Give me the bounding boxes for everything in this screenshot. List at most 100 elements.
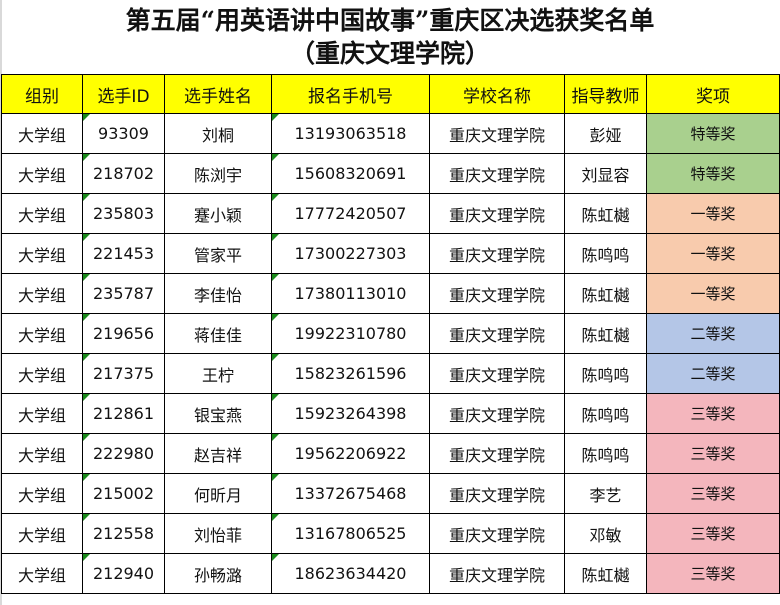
cell-phone[interactable]: 18623634420 <box>271 553 430 594</box>
cell-teacher[interactable]: 陈虹樾 <box>564 313 647 354</box>
cell-name[interactable]: 蒋佳佳 <box>164 313 272 354</box>
cell-id[interactable]: 235787 <box>82 273 165 314</box>
cell-group[interactable]: 大学组 <box>1 193 83 234</box>
cell-id[interactable]: 221453 <box>82 233 165 274</box>
header-cell-school[interactable]: 学校名称 <box>429 74 565 114</box>
cell-phone[interactable]: 15608320691 <box>271 153 430 194</box>
table-row: 大学组 217375 王柠 15823261596 重庆文理学院 陈鸣鸣 二等奖 <box>1 353 780 394</box>
table-row: 大学组 219656 蒋佳佳 19922310780 重庆文理学院 陈虹樾 二等奖 <box>1 313 780 354</box>
cell-group[interactable]: 大学组 <box>1 313 83 354</box>
header-cell-phone[interactable]: 报名手机号 <box>271 74 430 114</box>
cell-school[interactable]: 重庆文理学院 <box>429 313 565 354</box>
cell-teacher[interactable]: 邓敏 <box>564 513 647 554</box>
cell-phone[interactable]: 15823261596 <box>271 353 430 394</box>
header-cell-group[interactable]: 组别 <box>1 74 83 114</box>
cell-school[interactable]: 重庆文理学院 <box>429 553 565 594</box>
cell-award[interactable]: 二等奖 <box>646 353 780 394</box>
cell-id[interactable]: 212940 <box>82 553 165 594</box>
header-cell-award[interactable]: 奖项 <box>646 74 780 114</box>
cell-group[interactable]: 大学组 <box>1 513 83 554</box>
table-row: 大学组 221453 管家平 17300227303 重庆文理学院 陈鸣鸣 一等奖 <box>1 233 780 274</box>
cell-award[interactable]: 三等奖 <box>646 433 780 474</box>
cell-id[interactable]: 217375 <box>82 353 165 394</box>
award-table: 组别 选手ID 选手姓名 报名手机号 学校名称 指导教师 奖项 大学组 93309… <box>1 74 780 594</box>
cell-name[interactable]: 李佳怡 <box>164 273 272 314</box>
cell-id[interactable]: 212558 <box>82 513 165 554</box>
cell-teacher[interactable]: 陈鸣鸣 <box>564 233 647 274</box>
cell-name[interactable]: 赵吉祥 <box>164 433 272 474</box>
header-cell-name[interactable]: 选手姓名 <box>164 74 272 114</box>
table-row: 大学组 235787 李佳怡 17380113010 重庆文理学院 陈虹樾 一等奖 <box>1 273 780 314</box>
cell-award[interactable]: 三等奖 <box>646 553 780 594</box>
cell-award[interactable]: 特等奖 <box>646 113 780 154</box>
cell-name[interactable]: 王柠 <box>164 353 272 394</box>
cell-id[interactable]: 222980 <box>82 433 165 474</box>
cell-teacher[interactable]: 陈虹樾 <box>564 553 647 594</box>
title-line-2: （重庆文理学院） <box>289 39 490 68</box>
cell-teacher[interactable]: 陈鸣鸣 <box>564 393 647 434</box>
cell-school[interactable]: 重庆文理学院 <box>429 473 565 514</box>
cell-group[interactable]: 大学组 <box>1 233 83 274</box>
cell-group[interactable]: 大学组 <box>1 273 83 314</box>
cell-id[interactable]: 219656 <box>82 313 165 354</box>
cell-name[interactable]: 陈浏宇 <box>164 153 272 194</box>
cell-name[interactable]: 管家平 <box>164 233 272 274</box>
table-row: 大学组 93309 刘桐 13193063518 重庆文理学院 彭娅 特等奖 <box>1 113 780 154</box>
cell-phone[interactable]: 13193063518 <box>271 113 430 154</box>
cell-award[interactable]: 三等奖 <box>646 393 780 434</box>
cell-teacher[interactable]: 陈鸣鸣 <box>564 353 647 394</box>
cell-phone[interactable]: 17300227303 <box>271 233 430 274</box>
table-body: 大学组 93309 刘桐 13193063518 重庆文理学院 彭娅 特等奖 大学组 21870… <box>1 113 780 594</box>
cell-school[interactable]: 重庆文理学院 <box>429 233 565 274</box>
header-cell-teacher[interactable]: 指导教师 <box>564 74 647 114</box>
cell-school[interactable]: 重庆文理学院 <box>429 393 565 434</box>
cell-group[interactable]: 大学组 <box>1 353 83 394</box>
cell-award[interactable]: 一等奖 <box>646 193 780 234</box>
cell-id[interactable]: 212861 <box>82 393 165 434</box>
cell-school[interactable]: 重庆文理学院 <box>429 153 565 194</box>
cell-id[interactable]: 218702 <box>82 153 165 194</box>
cell-group[interactable]: 大学组 <box>1 113 83 154</box>
cell-id[interactable]: 235803 <box>82 193 165 234</box>
cell-id[interactable]: 215002 <box>82 473 165 514</box>
cell-teacher[interactable]: 李艺 <box>564 473 647 514</box>
cell-teacher[interactable]: 陈虹樾 <box>564 193 647 234</box>
cell-award[interactable]: 三等奖 <box>646 513 780 554</box>
cell-award[interactable]: 三等奖 <box>646 473 780 514</box>
cell-school[interactable]: 重庆文理学院 <box>429 353 565 394</box>
cell-name[interactable]: 蹇小颖 <box>164 193 272 234</box>
cell-name[interactable]: 银宝燕 <box>164 393 272 434</box>
cell-name[interactable]: 何昕月 <box>164 473 272 514</box>
cell-phone[interactable]: 19562206922 <box>271 433 430 474</box>
cell-teacher[interactable]: 陈鸣鸣 <box>564 433 647 474</box>
cell-phone[interactable]: 15923264398 <box>271 393 430 434</box>
cell-school[interactable]: 重庆文理学院 <box>429 513 565 554</box>
cell-name[interactable]: 刘桐 <box>164 113 272 154</box>
cell-school[interactable]: 重庆文理学院 <box>429 433 565 474</box>
cell-school[interactable]: 重庆文理学院 <box>429 113 565 154</box>
cell-teacher[interactable]: 彭娅 <box>564 113 647 154</box>
cell-phone[interactable]: 19922310780 <box>271 313 430 354</box>
cell-phone[interactable]: 17772420507 <box>271 193 430 234</box>
cell-teacher[interactable]: 陈虹樾 <box>564 273 647 314</box>
header-cell-id[interactable]: 选手ID <box>82 74 165 114</box>
cell-group[interactable]: 大学组 <box>1 153 83 194</box>
cell-award[interactable]: 一等奖 <box>646 273 780 314</box>
cell-award[interactable]: 一等奖 <box>646 233 780 274</box>
table-row: 大学组 212940 孙畅潞 18623634420 重庆文理学院 陈虹樾 三等奖 <box>1 553 780 594</box>
cell-group[interactable]: 大学组 <box>1 433 83 474</box>
cell-phone[interactable]: 13372675468 <box>271 473 430 514</box>
cell-id[interactable]: 93309 <box>82 113 165 154</box>
cell-group[interactable]: 大学组 <box>1 553 83 594</box>
cell-phone[interactable]: 17380113010 <box>271 273 430 314</box>
cell-award[interactable]: 二等奖 <box>646 313 780 354</box>
cell-name[interactable]: 刘怡菲 <box>164 513 272 554</box>
cell-name[interactable]: 孙畅潞 <box>164 553 272 594</box>
cell-group[interactable]: 大学组 <box>1 473 83 514</box>
cell-school[interactable]: 重庆文理学院 <box>429 193 565 234</box>
cell-teacher[interactable]: 刘显容 <box>564 153 647 194</box>
cell-group[interactable]: 大学组 <box>1 393 83 434</box>
cell-school[interactable]: 重庆文理学院 <box>429 273 565 314</box>
cell-phone[interactable]: 13167806525 <box>271 513 430 554</box>
cell-award[interactable]: 特等奖 <box>646 153 780 194</box>
